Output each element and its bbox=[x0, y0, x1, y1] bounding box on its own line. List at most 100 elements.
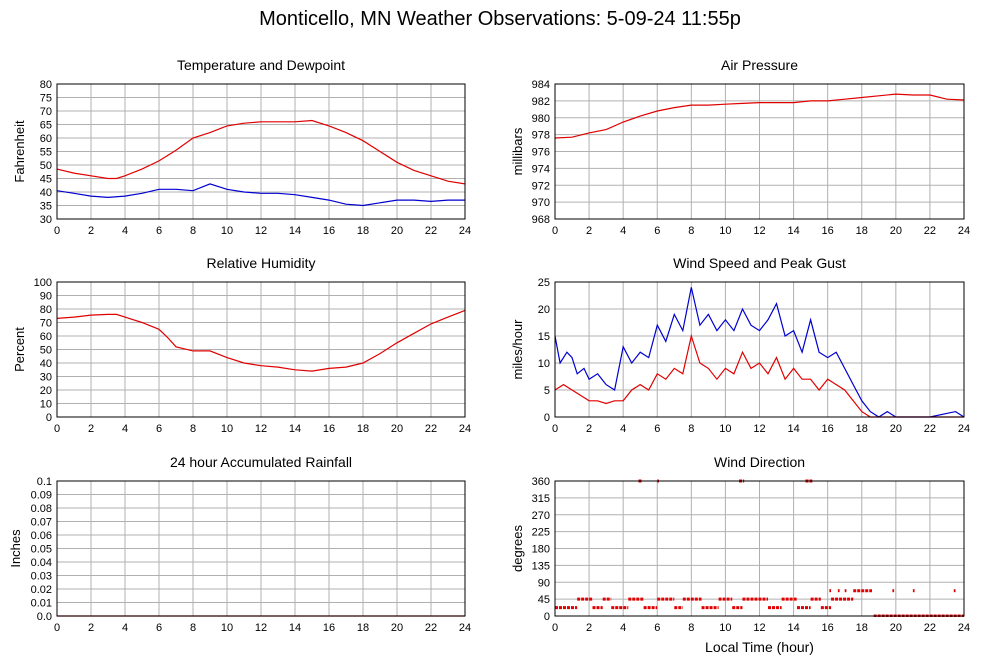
y-tick-label: 70 bbox=[40, 318, 52, 330]
x-tick-label: 10 bbox=[719, 622, 731, 634]
x-tick-label: 16 bbox=[323, 225, 335, 237]
direction-y-axis-label: degrees bbox=[510, 525, 525, 572]
x-tick-label: 4 bbox=[620, 225, 626, 237]
x-tick-label: 22 bbox=[425, 225, 437, 237]
y-tick-label: 75 bbox=[40, 93, 52, 105]
y-tick-label: 0.07 bbox=[31, 517, 52, 529]
y-tick-label: 978 bbox=[532, 130, 550, 142]
y-tick-label: 360 bbox=[532, 476, 550, 488]
x-tick-label: 16 bbox=[323, 622, 335, 634]
y-tick-label: 0.02 bbox=[31, 584, 52, 596]
x-tick-label: 6 bbox=[156, 423, 162, 435]
plot-frame bbox=[554, 83, 965, 220]
y-tick-label: 50 bbox=[40, 345, 52, 357]
x-tick-label: 4 bbox=[122, 622, 128, 634]
x-tick-label: 20 bbox=[391, 622, 403, 634]
x-tick-label: 2 bbox=[88, 622, 94, 634]
x-tick-label: 22 bbox=[924, 225, 936, 237]
x-tick-label: 0 bbox=[54, 225, 60, 237]
y-tick-label: 30 bbox=[40, 214, 52, 226]
x-tick-label: 20 bbox=[890, 225, 902, 237]
temp-chart: 0 2 4 6 8 10 12 14 16 18 20 22 243035404550556065707… bbox=[12, 57, 471, 237]
y-tick-label: 80 bbox=[40, 79, 52, 91]
temp-y-axis-label: Fahrenheit bbox=[12, 120, 27, 183]
x-tick-label: 10 bbox=[221, 423, 233, 435]
y-tick-label: 40 bbox=[40, 358, 52, 370]
x-tick-label: 8 bbox=[190, 423, 196, 435]
x-tick-label: 8 bbox=[688, 225, 694, 237]
x-tick-label: 14 bbox=[787, 423, 799, 435]
rain-y-axis-label: Inches bbox=[8, 529, 23, 568]
rain-chart: 0 2 4 6 8 10 12 14 16 18 20 22 240.00.010.020.030.04… bbox=[8, 454, 471, 634]
y-tick-label: 25 bbox=[538, 277, 550, 289]
x-tick-label: 18 bbox=[856, 225, 868, 237]
x-tick-label: 22 bbox=[924, 423, 936, 435]
y-tick-label: 0.01 bbox=[31, 598, 52, 610]
y-tick-label: 976 bbox=[532, 147, 550, 159]
plot-frame bbox=[554, 281, 965, 418]
humidity-y-axis-label: Percent bbox=[12, 327, 27, 372]
y-tick-label: 974 bbox=[532, 163, 550, 175]
pressure-chart: 0 2 4 6 8 10 12 14 16 18 20 22 249689709729749769789… bbox=[510, 57, 970, 237]
x-tick-label: 4 bbox=[122, 225, 128, 237]
pressure-chart-title: Air Pressure bbox=[721, 57, 798, 73]
x-tick-label: 4 bbox=[620, 622, 626, 634]
x-tick-label: 8 bbox=[688, 423, 694, 435]
x-tick-label: 2 bbox=[586, 423, 592, 435]
x-tick-label: 20 bbox=[890, 622, 902, 634]
x-tick-label: 14 bbox=[289, 225, 301, 237]
y-tick-label: 0.06 bbox=[31, 530, 52, 542]
x-tick-label: 6 bbox=[156, 225, 162, 237]
y-tick-label: 15 bbox=[538, 331, 550, 343]
y-tick-label: 70 bbox=[40, 106, 52, 118]
x-tick-label: 0 bbox=[54, 423, 60, 435]
y-tick-label: 972 bbox=[532, 180, 550, 192]
x-tick-label: 24 bbox=[958, 423, 970, 435]
y-tick-label: 100 bbox=[34, 277, 52, 289]
y-tick-label: 984 bbox=[532, 79, 550, 91]
y-tick-label: 45 bbox=[538, 594, 550, 606]
x-tick-label: 4 bbox=[620, 423, 626, 435]
x-tick-label: 6 bbox=[654, 423, 660, 435]
x-tick-label: 0 bbox=[54, 622, 60, 634]
y-tick-label: 180 bbox=[532, 544, 550, 556]
x-tick-label: 22 bbox=[425, 423, 437, 435]
x-tick-label: 18 bbox=[357, 423, 369, 435]
x-tick-label: 8 bbox=[688, 622, 694, 634]
y-tick-label: 65 bbox=[40, 120, 52, 132]
y-tick-label: 10 bbox=[40, 399, 52, 411]
direction-chart-title: Wind Direction bbox=[714, 454, 805, 470]
rain-chart-title: 24 hour Accumulated Rainfall bbox=[170, 454, 352, 470]
x-tick-label: 24 bbox=[958, 225, 970, 237]
x-tick-label: 16 bbox=[323, 423, 335, 435]
y-tick-label: 35 bbox=[40, 201, 52, 213]
y-tick-label: 968 bbox=[532, 214, 550, 226]
y-tick-label: 225 bbox=[532, 527, 550, 539]
y-tick-label: 0.0 bbox=[37, 611, 52, 623]
x-tick-label: 2 bbox=[88, 225, 94, 237]
x-tick-label: 18 bbox=[856, 423, 868, 435]
y-tick-label: 60 bbox=[40, 331, 52, 343]
x-tick-label: 0 bbox=[552, 225, 558, 237]
y-tick-label: 970 bbox=[532, 197, 550, 209]
temp-series-1-line bbox=[56, 183, 465, 207]
x-tick-label: 20 bbox=[391, 225, 403, 237]
x-tick-label: 0 bbox=[552, 622, 558, 634]
x-tick-label: 12 bbox=[753, 423, 765, 435]
x-tick-label: 20 bbox=[391, 423, 403, 435]
humidity-chart-title: Relative Humidity bbox=[207, 255, 316, 271]
x-axis-label: Local Time (hour) bbox=[705, 639, 814, 655]
y-tick-label: 5 bbox=[544, 385, 550, 397]
y-tick-label: 982 bbox=[532, 96, 550, 108]
x-tick-label: 8 bbox=[190, 622, 196, 634]
y-tick-label: 0.08 bbox=[31, 503, 52, 515]
x-tick-label: 12 bbox=[753, 225, 765, 237]
wind-chart-title: Wind Speed and Peak Gust bbox=[673, 255, 846, 271]
x-tick-label: 12 bbox=[255, 622, 267, 634]
wind-y-axis-label: miles/hour bbox=[510, 319, 525, 380]
y-tick-label: 0 bbox=[544, 611, 550, 623]
y-tick-label: 45 bbox=[40, 174, 52, 186]
